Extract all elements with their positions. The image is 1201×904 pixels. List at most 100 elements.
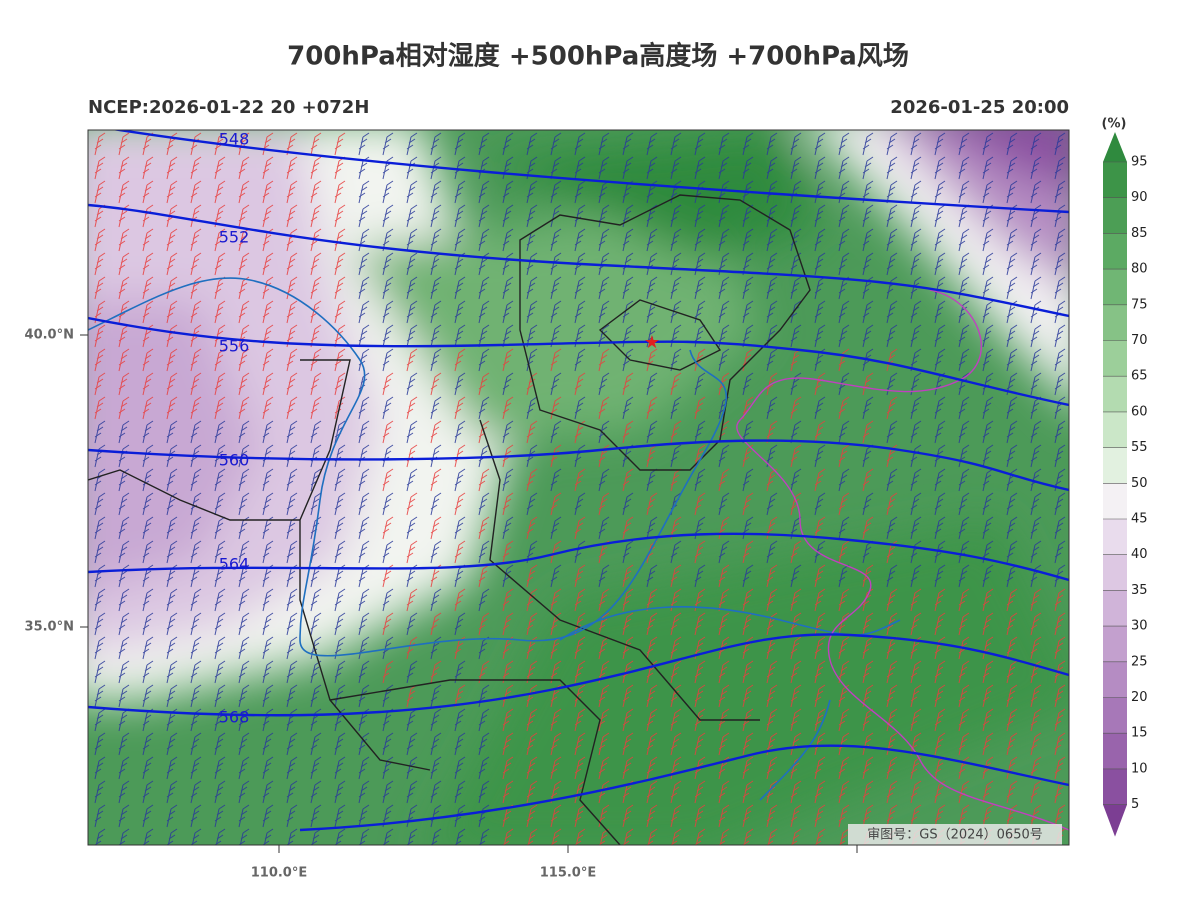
wind-barb [982,732,994,756]
wind-barb [382,468,394,492]
wind-barb [142,756,154,780]
wind-barb [934,804,946,828]
wind-barb [694,828,706,845]
wind-barb [742,540,754,564]
wind-barb [430,300,442,324]
wind-barb [886,204,898,228]
wind-barb [934,492,946,516]
wind-barb [862,516,874,540]
wind-barb [982,636,994,660]
wind-barb [238,516,250,540]
wind-barb [646,588,658,612]
wind-barb [358,780,370,804]
wind-barb [358,636,370,660]
wind-barb [550,348,562,372]
colorbar-segment [1103,483,1127,520]
wind-barb [574,516,586,540]
wind-barb [886,540,898,564]
wind-barb [814,324,826,348]
wind-barb [214,180,226,204]
wind-barb [190,324,202,348]
wind-barb [766,132,778,156]
wind-barb [574,132,586,156]
wind-barb [1030,444,1042,468]
wind-barb [382,780,394,804]
wind-barb [310,468,322,492]
wind-barb [670,708,682,732]
wind-barb [886,492,898,516]
wind-barb [262,636,274,660]
wind-barb [790,324,802,348]
wind-barb [238,492,250,516]
wind-barb [478,516,490,540]
wind-barb [502,588,514,612]
wind-barb [334,372,346,396]
wind-barb [670,516,682,540]
wind-barb [814,660,826,684]
wind-barb [670,588,682,612]
wind-barb [286,612,298,636]
wind-barb [862,204,874,228]
wind-barb [142,300,154,324]
wind-barb [358,372,370,396]
wind-barb [838,540,850,564]
contour-label: 560 [219,451,250,470]
colorbar-label: 30 [1131,619,1148,634]
wind-barb [1006,444,1018,468]
wind-barb [622,300,634,324]
wind-barb [958,228,970,252]
wind-barb [214,756,226,780]
wind-barb [934,324,946,348]
wind-barb [862,636,874,660]
wind-barb [526,204,538,228]
wind-barb [958,372,970,396]
wind-barb [670,492,682,516]
wind-barb [598,444,610,468]
wind-barb [838,468,850,492]
wind-barb [766,564,778,588]
wind-barb [190,444,202,468]
wind-barb [310,684,322,708]
wind-barb [214,468,226,492]
wind-barb [190,612,202,636]
wind-barb [910,636,922,660]
wind-barb [742,276,754,300]
wind-barb [190,684,202,708]
wind-barb [718,156,730,180]
wind-barb [190,756,202,780]
wind-barb [382,564,394,588]
wind-barb [286,228,298,252]
wind-barb [862,324,874,348]
wind-barb [478,588,490,612]
wind-barb [550,300,562,324]
wind-barb [382,492,394,516]
wind-barb [1030,252,1042,276]
wind-barb [766,540,778,564]
wind-barb [118,516,130,540]
wind-barb [382,204,394,228]
wind-barb [1054,636,1066,660]
wind-barb [910,444,922,468]
wind-barb [214,372,226,396]
wind-barb [790,732,802,756]
wind-barb [766,588,778,612]
wind-barb [1054,180,1066,204]
wind-barb [598,684,610,708]
wind-barb [454,372,466,396]
wind-barb [646,180,658,204]
wind-barb [166,660,178,684]
wind-barb [94,132,106,156]
wind-barb [502,132,514,156]
wind-barb [694,708,706,732]
wind-barb [670,564,682,588]
wind-barb [862,132,874,156]
wind-barb [742,708,754,732]
wind-barb [598,228,610,252]
wind-barb [814,492,826,516]
wind-barb [1030,636,1042,660]
wind-barb [94,780,106,804]
wind-barb [742,420,754,444]
wind-barb [598,156,610,180]
wind-barb [118,420,130,444]
wind-barb [406,732,418,756]
